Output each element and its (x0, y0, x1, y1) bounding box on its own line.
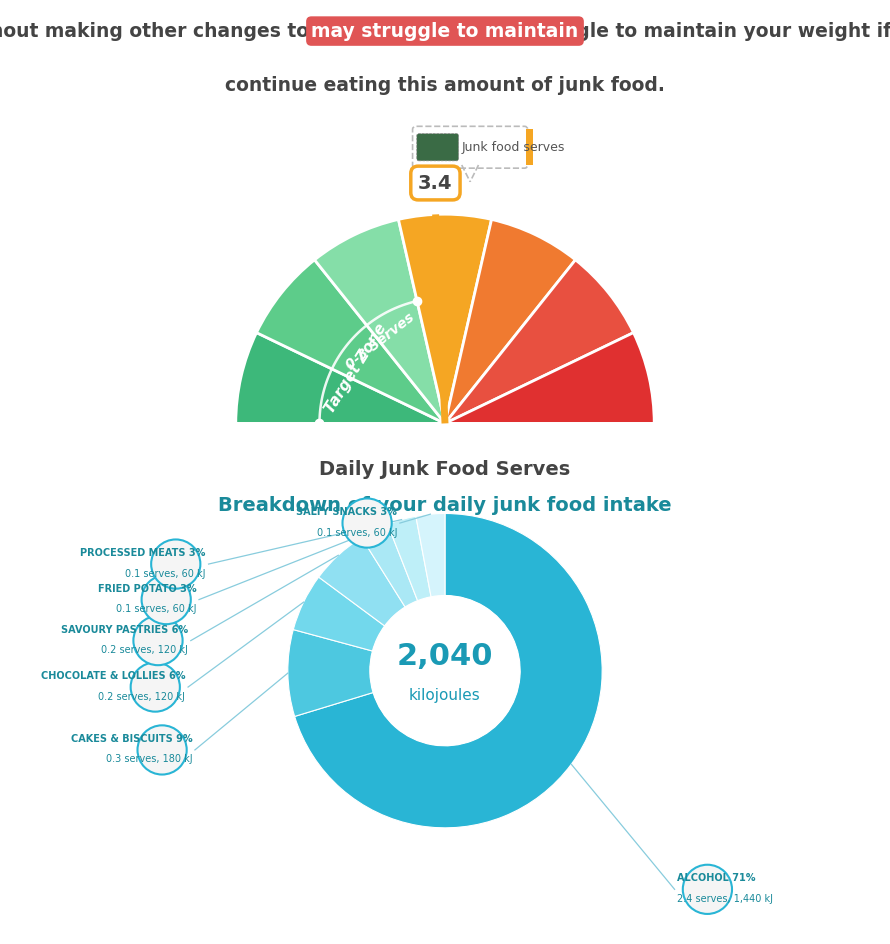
Text: continue eating this amount of junk food.: continue eating this amount of junk food… (225, 76, 665, 94)
Text: Without making other changes to your diet, you may struggle to maintain your wei: Without making other changes to your die… (0, 22, 890, 41)
Text: 0.1 serves, 60 kJ: 0.1 serves, 60 kJ (125, 568, 206, 579)
Text: Daily Junk Food Serves: Daily Junk Food Serves (320, 460, 570, 479)
Text: SAVOURY PASTRIES 6%: SAVOURY PASTRIES 6% (61, 625, 188, 634)
Wedge shape (416, 514, 445, 597)
Wedge shape (287, 630, 373, 716)
Wedge shape (236, 332, 445, 424)
Wedge shape (314, 219, 445, 424)
Circle shape (142, 575, 190, 624)
Circle shape (370, 596, 520, 746)
Text: 3.4: 3.4 (418, 174, 453, 193)
Text: 0.1 serves, 60 kJ: 0.1 serves, 60 kJ (116, 604, 197, 615)
Text: 0.2 serves, 120 kJ: 0.2 serves, 120 kJ (99, 692, 185, 701)
Text: ALCOHOL 71%: ALCOHOL 71% (677, 873, 756, 884)
Circle shape (131, 663, 180, 712)
Circle shape (683, 865, 732, 914)
Wedge shape (256, 260, 445, 424)
Text: 0.1 serves, 60 kJ: 0.1 serves, 60 kJ (317, 528, 397, 538)
Circle shape (137, 725, 187, 774)
Text: 0.3 serves, 180 kJ: 0.3 serves, 180 kJ (106, 754, 192, 765)
Wedge shape (445, 219, 576, 424)
Wedge shape (295, 514, 603, 828)
FancyBboxPatch shape (526, 129, 533, 165)
FancyBboxPatch shape (413, 126, 528, 168)
Text: may struggle to maintain: may struggle to maintain (312, 22, 578, 41)
Text: 2,040: 2,040 (397, 643, 493, 671)
Wedge shape (445, 260, 634, 424)
Text: 2.4 serves, 1,440 kJ: 2.4 serves, 1,440 kJ (677, 894, 773, 904)
Text: FRIED POTATO 3%: FRIED POTATO 3% (98, 583, 197, 594)
Text: PROCESSED MEATS 3%: PROCESSED MEATS 3% (80, 548, 206, 558)
Text: 0-3 Serves: 0-3 Serves (344, 310, 417, 372)
Text: Junk food serves: Junk food serves (462, 141, 565, 154)
Text: SALTY SNACKS 3%: SALTY SNACKS 3% (296, 507, 397, 517)
Circle shape (343, 498, 392, 548)
Text: kilojoules: kilojoules (409, 688, 481, 702)
Circle shape (134, 616, 182, 666)
Circle shape (151, 539, 200, 589)
Text: Target Zone: Target Zone (323, 320, 390, 415)
Wedge shape (361, 524, 417, 607)
Polygon shape (462, 165, 479, 182)
FancyBboxPatch shape (417, 134, 458, 160)
Text: CAKES & BISCUITS 9%: CAKES & BISCUITS 9% (70, 734, 192, 744)
Wedge shape (294, 577, 384, 651)
Text: Breakdown of your daily junk food intake: Breakdown of your daily junk food intake (218, 496, 672, 514)
Wedge shape (445, 332, 654, 424)
Wedge shape (388, 516, 431, 600)
Wedge shape (319, 537, 405, 626)
Wedge shape (399, 214, 491, 424)
Text: CHOCOLATE & LOLLIES 6%: CHOCOLATE & LOLLIES 6% (41, 671, 185, 682)
Text: 0.2 serves, 120 kJ: 0.2 serves, 120 kJ (101, 645, 188, 655)
